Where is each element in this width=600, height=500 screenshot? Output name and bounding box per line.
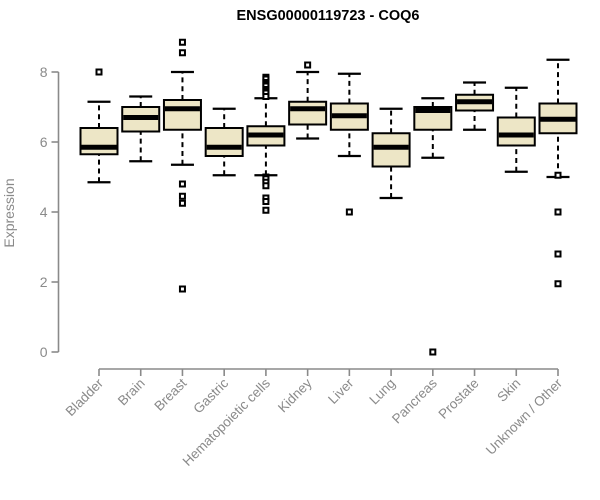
iqr-box xyxy=(371,132,411,168)
outlier-point xyxy=(178,38,186,46)
iqr-box xyxy=(162,99,202,131)
y-tick-label: 4 xyxy=(40,204,48,220)
outlier-point xyxy=(554,250,562,258)
x-tick-label: Lung xyxy=(366,376,398,408)
outlier-point xyxy=(554,280,562,288)
boxplot-liver xyxy=(329,72,369,216)
x-tick-label: Prostate xyxy=(436,376,482,422)
boxplot-breast xyxy=(162,38,202,293)
boxplot-prostate xyxy=(455,81,495,131)
x-tick-label: Pancreas xyxy=(389,375,440,426)
boxplot-pancreas xyxy=(413,97,453,356)
boxplot-lung xyxy=(371,107,411,200)
outlier-point xyxy=(178,192,186,200)
boxplot-gastric xyxy=(204,107,244,177)
x-tick-label: Brain xyxy=(115,376,148,409)
boxplots xyxy=(79,38,578,356)
boxplot-brain xyxy=(121,95,161,163)
outlier-point xyxy=(262,182,270,190)
outlier-point xyxy=(429,348,437,356)
y-tick-label: 6 xyxy=(40,134,48,150)
outlier-point xyxy=(262,206,270,214)
x-tick-label: Kidney xyxy=(275,375,315,415)
boxplot-bladder xyxy=(79,68,119,184)
outlier-point xyxy=(262,198,270,205)
x-tick-label: Breast xyxy=(151,375,189,413)
x-tick-label: Unknown / Other xyxy=(483,375,566,458)
x-tick-label: Bladder xyxy=(63,375,107,419)
iqr-box xyxy=(496,116,536,147)
boxplot-unknown-other xyxy=(538,58,578,288)
chart-title: ENSG00000119723 - COQ6 xyxy=(237,8,420,24)
outlier-point xyxy=(554,171,562,179)
y-tick-label: 0 xyxy=(40,344,48,360)
iqr-box xyxy=(288,100,328,126)
boxplot-hematopoietic-cells xyxy=(246,73,286,214)
x-tick-label: Skin xyxy=(494,376,523,405)
iqr-box xyxy=(79,127,119,156)
outlier-point xyxy=(178,285,186,293)
outlier-point xyxy=(178,49,186,57)
x-tick-label: Gastric xyxy=(190,375,231,416)
y-tick-label: 8 xyxy=(40,64,48,80)
x-tick-label: Liver xyxy=(325,375,357,407)
outlier-point xyxy=(554,208,562,216)
y-tick-label: 2 xyxy=(40,274,48,290)
outlier-point xyxy=(345,208,353,216)
outlier-point xyxy=(304,61,312,69)
outlier-point xyxy=(178,180,186,188)
iqr-box xyxy=(204,127,244,157)
outlier-point xyxy=(95,68,103,76)
y-axis-title: Expression xyxy=(1,178,17,247)
outlier-point xyxy=(178,199,186,207)
boxplot-skin xyxy=(496,86,536,173)
boxplot-kidney xyxy=(288,61,328,140)
outlier-point xyxy=(262,93,270,100)
